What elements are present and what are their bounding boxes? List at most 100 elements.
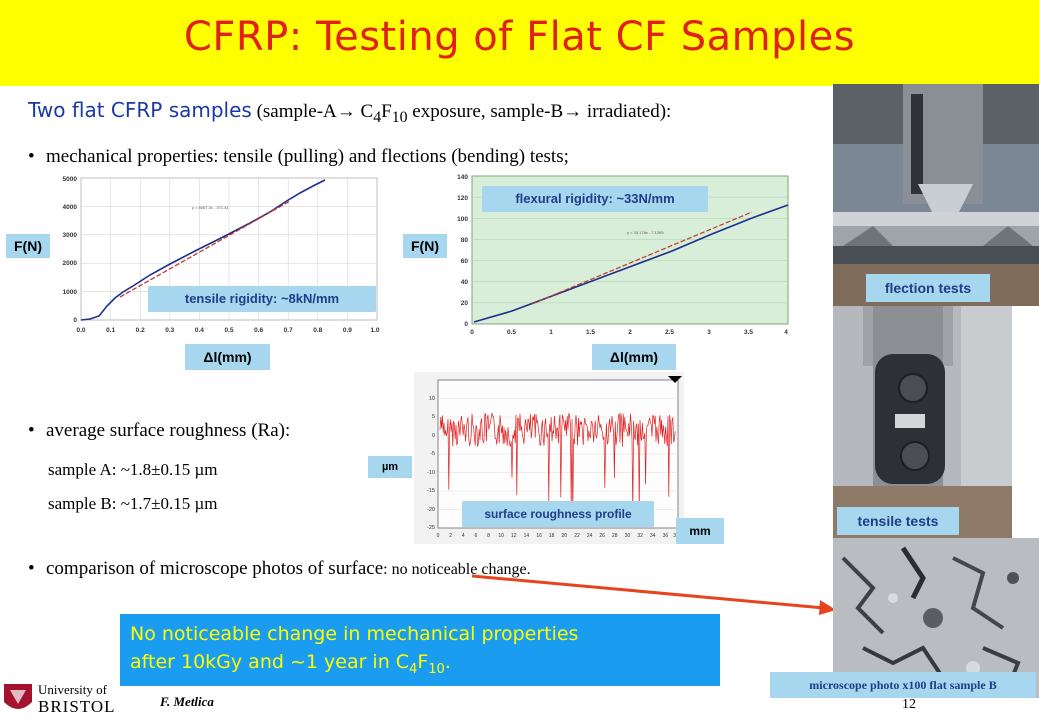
bullet-mechanical: • mechanical properties: tensile (pulling… — [28, 146, 569, 168]
tick: 0 — [73, 317, 77, 324]
tensile-xlabel: Δl(mm) — [185, 344, 270, 370]
intro-sub-1: 4 — [373, 108, 382, 126]
tick: 0.6 — [254, 327, 263, 334]
tick: 36 — [663, 533, 669, 539]
tensile-test-photo — [833, 306, 1012, 538]
tick: 0 — [432, 433, 435, 439]
flexural-xlabel: Δl(mm) — [592, 344, 676, 370]
conclusion-sub-2: 10 — [428, 661, 445, 677]
tick: 2.5 — [665, 329, 674, 336]
logo-bristol: BRISTOL — [38, 697, 116, 716]
tick: 16 — [536, 533, 542, 539]
tick: 26 — [599, 533, 605, 539]
bullet-microscope-tail: : no noticeable change. — [383, 561, 531, 578]
tick: -20 — [427, 507, 435, 513]
tick: 0.7 — [284, 327, 293, 334]
conclusion-box: No noticeable change in mechanical prope… — [120, 614, 720, 686]
tick: 4 — [784, 329, 788, 336]
tick: 32 — [637, 533, 643, 539]
tensile-ylabel: F(N) — [6, 234, 50, 258]
conclusion-f: F — [417, 651, 429, 673]
tick: 60 — [461, 258, 469, 265]
tick: 22 — [574, 533, 580, 539]
tick: 1000 — [63, 289, 78, 296]
sample-a-roughness: sample A: ~1.8±0.15 µm — [48, 460, 218, 479]
tick: -5 — [430, 451, 435, 457]
tick: 10 — [498, 533, 504, 539]
tick: 20 — [562, 533, 568, 539]
microscope-photo — [833, 538, 1039, 698]
tick: 28 — [612, 533, 618, 539]
sample-b-roughness: sample B: ~1.7±0.15 µm — [48, 494, 218, 513]
tick: 0.4 — [195, 327, 204, 334]
tick: 14 — [524, 533, 530, 539]
tick: 100 — [457, 216, 468, 223]
tensile-yticks: 0 1000 2000 3000 4000 5000 — [63, 176, 78, 324]
tick: 3000 — [63, 232, 78, 239]
tensile-fit-line — [119, 200, 291, 298]
slide-title: CFRP: Testing of Flat CF Samples — [183, 14, 856, 60]
bullet-dot: • — [28, 420, 35, 441]
tick: 3.5 — [744, 329, 753, 336]
flexural-xticks: 0 0.5 1 1.5 2 2.5 3 3.5 4 — [470, 329, 788, 336]
roughness-ylabel: µm — [368, 456, 412, 478]
tick: 30 — [625, 533, 631, 539]
tick: -15 — [427, 488, 435, 494]
intro-detail-a: (sample-A→ C — [256, 101, 374, 122]
tick: 4000 — [63, 204, 78, 211]
tick: 20 — [461, 300, 469, 307]
tick: 6 — [475, 533, 478, 539]
roughness-xlabel: mm — [676, 518, 724, 544]
conclusion-line-1: No noticeable change in mechanical prope… — [130, 623, 579, 645]
tensile-xticks: 0.0 0.1 0.2 0.3 0.4 0.5 0.6 0.7 0.8 0.9 … — [76, 327, 379, 334]
tick: 5000 — [63, 176, 78, 183]
flexural-fit-line — [531, 211, 753, 305]
flexural-ylabel: F(N) — [403, 234, 447, 258]
roughness-profile-label: surface roughness profile — [462, 501, 654, 527]
flexural-yticks: 0 20 40 60 80 100 120 140 — [457, 174, 468, 328]
intro-f: F — [381, 101, 392, 122]
roughness-yticks: 10 5 0 -5 -10 -15 -20 -25 — [427, 396, 435, 531]
microscope-image — [833, 538, 1039, 698]
intro-line: Two flat CFRP samples (sample-A→ C4F10 e… — [28, 98, 671, 127]
tick: 34 — [650, 533, 656, 539]
tick: 0.5 — [224, 327, 233, 334]
bullet-microscope: • comparison of microscope photos of surf… — [28, 558, 531, 580]
footer-author: F. Metlica — [160, 694, 214, 709]
bullet-roughness: • average surface roughness (Ra): — [28, 420, 290, 442]
flexural-rigidity-label: flexural rigidity: ~33N/mm — [482, 186, 708, 212]
tick: 10 — [429, 396, 435, 402]
tensile-data-curve — [80, 179, 326, 321]
tick: 2 — [628, 329, 632, 336]
title-bar — [0, 0, 1039, 86]
tensile-rigidity-label: tensile rigidity: ~8kN/mm — [148, 286, 376, 312]
microscope-photo-label: microscope photo x100 flat sample B — [770, 672, 1036, 698]
tick: 80 — [461, 237, 469, 244]
tick: 4 — [462, 533, 465, 539]
roughness-profile-trace — [439, 412, 676, 516]
tick: 0 — [470, 329, 474, 336]
roughness-marker-icon — [668, 376, 682, 383]
tick: 12 — [511, 533, 517, 539]
tick: 0.2 — [136, 327, 145, 334]
intro-detail-b: exposure, sample-B→ irradiated): — [407, 101, 672, 122]
tensile-tests-label: tensile tests — [837, 507, 959, 535]
intro-sub-2: 10 — [391, 108, 408, 126]
tick: 0.9 — [343, 327, 352, 334]
flexural-fit-label: y = 33.178x - 7.1265 — [627, 230, 664, 235]
flection-tests-label: flection tests — [866, 274, 990, 302]
tick: 8 — [487, 533, 490, 539]
tick: 5 — [432, 414, 435, 420]
bullet-mechanical-text: mechanical properties: tensile (pulling)… — [46, 146, 569, 167]
tensile-fit-label: y = 8067.3x - 371.41 — [192, 205, 229, 210]
logo-university-of: University of — [38, 682, 107, 697]
arrow-head-icon — [819, 600, 836, 615]
bullet-dot: • — [28, 558, 35, 579]
conclusion-sub-1: 4 — [409, 661, 418, 677]
conclusion-line-2: after 10kGy and ~1 year in C4F10. — [130, 648, 710, 684]
tick: 24 — [587, 533, 593, 539]
conclusion-end: . — [444, 651, 451, 673]
tick: 0.5 — [507, 329, 516, 336]
conclusion-line-2-a: after 10kGy and ~1 year in C — [130, 651, 410, 673]
tick: 3 — [707, 329, 711, 336]
